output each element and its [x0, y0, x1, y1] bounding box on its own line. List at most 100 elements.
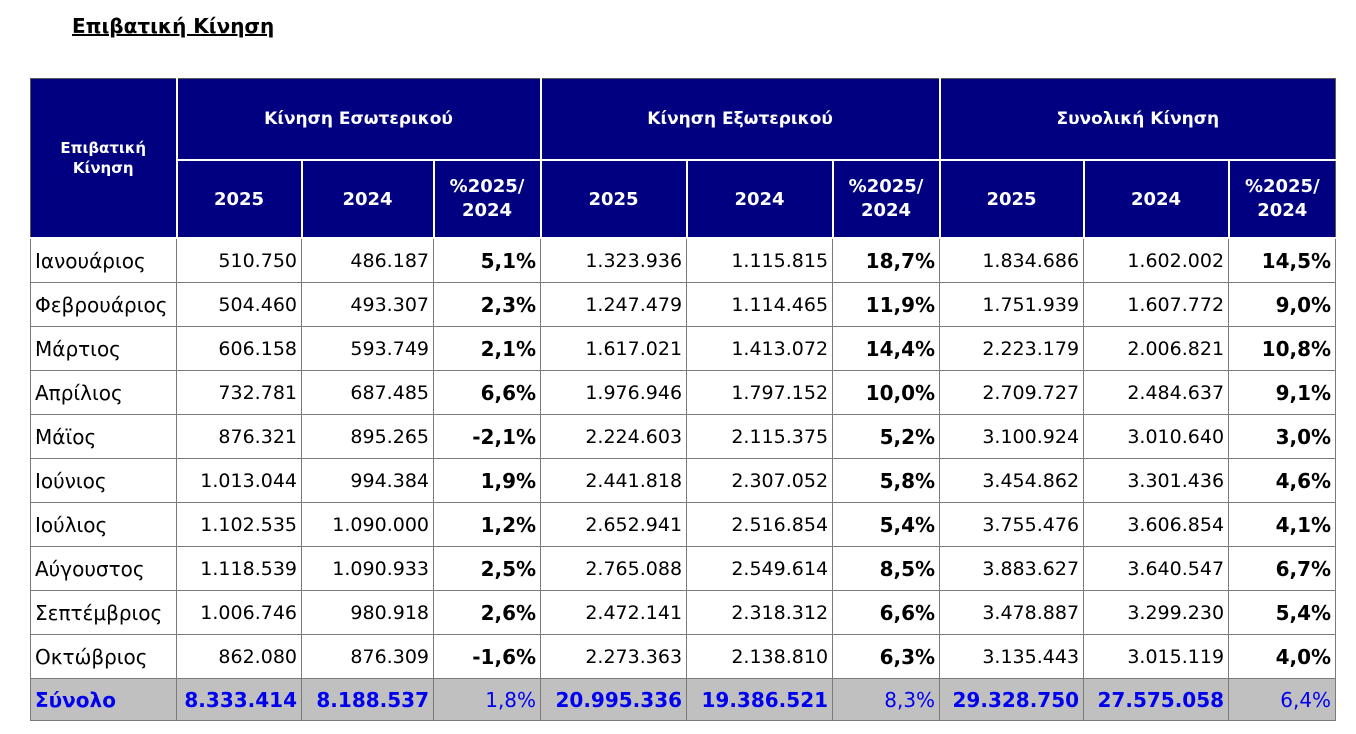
header-total-2024: 2024 — [1082, 160, 1230, 239]
international-2025-cell: 2.652.941 — [540, 502, 688, 547]
international-pct-cell: 5,2% — [832, 414, 941, 459]
header-group-international: Κίνηση Εξωτερικού — [539, 78, 941, 161]
total-2025-cell: 3.100.924 — [939, 414, 1085, 459]
month-cell: Μάρτιος — [30, 326, 177, 371]
total-total-2025-cell: 29.328.750 — [939, 678, 1085, 721]
total-2025-cell: 3.478.887 — [939, 590, 1085, 635]
total-pct-cell: 4,6% — [1228, 458, 1337, 503]
total-pct-cell: 14,5% — [1228, 237, 1337, 283]
total-2025-cell: 3.454.862 — [939, 458, 1085, 503]
table-row: Αύγουστος 1.118.539 1.090.933 2,5% 2.765… — [30, 546, 1337, 591]
total-2024-cell: 3.010.640 — [1083, 414, 1230, 459]
month-cell: Ιούλιος — [30, 502, 177, 547]
international-pct-cell: 14,4% — [832, 326, 941, 371]
total-international-pct-cell: 8,3% — [832, 678, 941, 721]
table-row: Ιανουάριος 510.750 486.187 5,1% 1.323.93… — [30, 237, 1337, 283]
total-label-cell: Σύνολο — [30, 678, 177, 721]
month-cell: Αύγουστος — [30, 546, 177, 591]
domestic-2024-cell: 876.309 — [301, 634, 434, 679]
total-2024-cell: 1.607.772 — [1083, 282, 1230, 327]
total-2025-cell: 2.223.179 — [939, 326, 1085, 371]
domestic-2024-cell: 493.307 — [301, 282, 434, 327]
total-pct-cell: 4,1% — [1228, 502, 1337, 547]
international-pct-cell: 11,9% — [832, 282, 941, 327]
domestic-2024-cell: 994.384 — [301, 458, 434, 503]
header-group-domestic: Κίνηση Εσωτερικού — [175, 78, 542, 161]
header-total-2025: 2025 — [938, 160, 1085, 239]
domestic-2025-cell: 504.460 — [176, 282, 302, 327]
domestic-2025-cell: 876.321 — [176, 414, 302, 459]
international-2024-cell: 2.516.854 — [686, 502, 834, 547]
table-row: Οκτώβριος 862.080 876.309 -1,6% 2.273.36… — [30, 634, 1337, 679]
international-2025-cell: 1.323.936 — [540, 237, 688, 283]
total-pct-cell: 10,8% — [1228, 326, 1337, 371]
domestic-2024-cell: 486.187 — [301, 237, 434, 283]
domestic-pct-cell: 2,1% — [432, 326, 542, 371]
page-title: Επιβατική Κίνηση — [72, 14, 275, 38]
month-cell: Φεβρουάριος — [30, 282, 177, 327]
domestic-2024-cell: 895.265 — [301, 414, 434, 459]
header-domestic-pct: %2025/2024 — [432, 160, 542, 239]
total-domestic-2024-cell: 8.188.537 — [301, 678, 434, 721]
total-2025-cell: 3.883.627 — [939, 546, 1085, 591]
domestic-2024-cell: 593.749 — [301, 326, 434, 371]
month-cell: Ιούνιος — [30, 458, 177, 503]
total-total-2024-cell: 27.575.058 — [1083, 678, 1230, 721]
table-row: Φεβρουάριος 504.460 493.307 2,3% 1.247.4… — [30, 282, 1337, 327]
header-international-2025: 2025 — [539, 160, 688, 239]
international-pct-cell: 6,6% — [832, 590, 941, 635]
total-2025-cell: 1.834.686 — [939, 237, 1085, 283]
total-2024-cell: 3.301.436 — [1083, 458, 1230, 503]
total-2024-cell: 2.006.821 — [1083, 326, 1230, 371]
table-row: Μάρτιος 606.158 593.749 2,1% 1.617.021 1… — [30, 326, 1337, 371]
total-total-pct-cell: 6,4% — [1228, 678, 1337, 721]
header-domestic-2024: 2024 — [300, 160, 435, 239]
month-cell: Απρίλιος — [30, 370, 177, 415]
domestic-2025-cell: 1.013.044 — [176, 458, 302, 503]
international-2024-cell: 2.549.614 — [686, 546, 834, 591]
international-2024-cell: 1.797.152 — [686, 370, 834, 415]
domestic-2025-cell: 1.118.539 — [176, 546, 302, 591]
international-pct-cell: 5,4% — [832, 502, 941, 547]
domestic-pct-cell: 6,6% — [432, 370, 542, 415]
total-international-2024-cell: 19.386.521 — [686, 678, 834, 721]
header-domestic-2025: 2025 — [176, 160, 303, 239]
table-row: Απρίλιος 732.781 687.485 6,6% 1.976.946 … — [30, 370, 1337, 415]
domestic-2025-cell: 732.781 — [176, 370, 302, 415]
total-pct-cell: 9,0% — [1228, 282, 1337, 327]
month-cell: Οκτώβριος — [30, 634, 177, 679]
month-cell: Σεπτέμβριος — [30, 590, 177, 635]
domestic-2025-cell: 1.006.746 — [176, 590, 302, 635]
domestic-2024-cell: 1.090.933 — [301, 546, 434, 591]
international-2024-cell: 2.318.312 — [686, 590, 834, 635]
domestic-pct-cell: 5,1% — [432, 237, 542, 283]
total-domestic-2025-cell: 8.333.414 — [176, 678, 302, 721]
total-2024-cell: 3.015.119 — [1083, 634, 1230, 679]
domestic-2024-cell: 687.485 — [301, 370, 434, 415]
domestic-2025-cell: 510.750 — [176, 237, 302, 283]
international-pct-cell: 8,5% — [832, 546, 941, 591]
international-2025-cell: 2.765.088 — [540, 546, 688, 591]
international-2025-cell: 2.441.818 — [540, 458, 688, 503]
total-2024-cell: 3.606.854 — [1083, 502, 1230, 547]
total-pct-cell: 3,0% — [1228, 414, 1337, 459]
total-international-2025-cell: 20.995.336 — [540, 678, 688, 721]
international-2025-cell: 2.472.141 — [540, 590, 688, 635]
international-2025-cell: 1.976.946 — [540, 370, 688, 415]
domestic-pct-cell: 2,5% — [432, 546, 542, 591]
international-2025-cell: 1.247.479 — [540, 282, 688, 327]
international-2024-cell: 1.114.465 — [686, 282, 834, 327]
domestic-2025-cell: 862.080 — [176, 634, 302, 679]
international-2025-cell: 2.273.363 — [540, 634, 688, 679]
total-2024-cell: 1.602.002 — [1083, 237, 1230, 283]
header-group-total: Συνολική Κίνηση — [938, 78, 1336, 161]
domestic-pct-cell: 2,3% — [432, 282, 542, 327]
total-2025-cell: 3.135.443 — [939, 634, 1085, 679]
domestic-2025-cell: 606.158 — [176, 326, 302, 371]
international-2024-cell: 1.413.072 — [686, 326, 834, 371]
total-pct-cell: 6,7% — [1228, 546, 1337, 591]
international-2024-cell: 1.115.815 — [686, 237, 834, 283]
total-row: Σύνολο 8.333.414 8.188.537 1,8% 20.995.3… — [30, 678, 1337, 721]
month-cell: Ιανουάριος — [30, 237, 177, 283]
international-pct-cell: 10,0% — [832, 370, 941, 415]
